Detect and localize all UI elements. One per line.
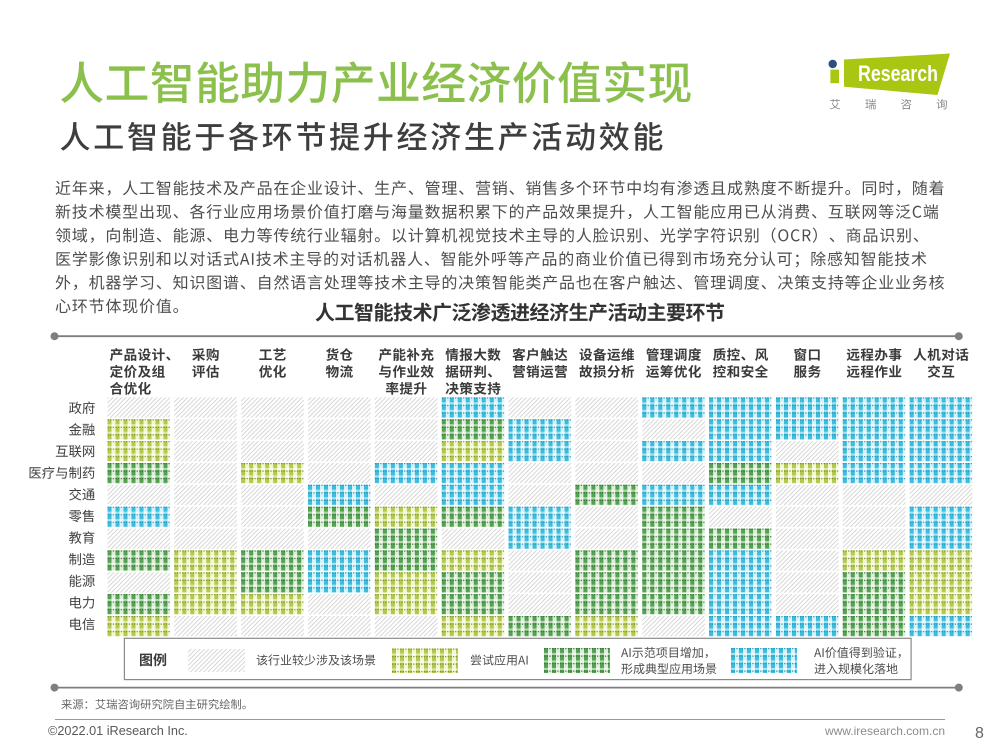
svg-text:©2022.01 iResearch Inc.: ©2022.01 iResearch Inc. — [48, 724, 188, 738]
svg-text:8: 8 — [975, 725, 984, 742]
svg-text:Research: Research — [858, 61, 938, 86]
svg-text:www.iresearch.com.cn: www.iresearch.com.cn — [824, 724, 945, 738]
